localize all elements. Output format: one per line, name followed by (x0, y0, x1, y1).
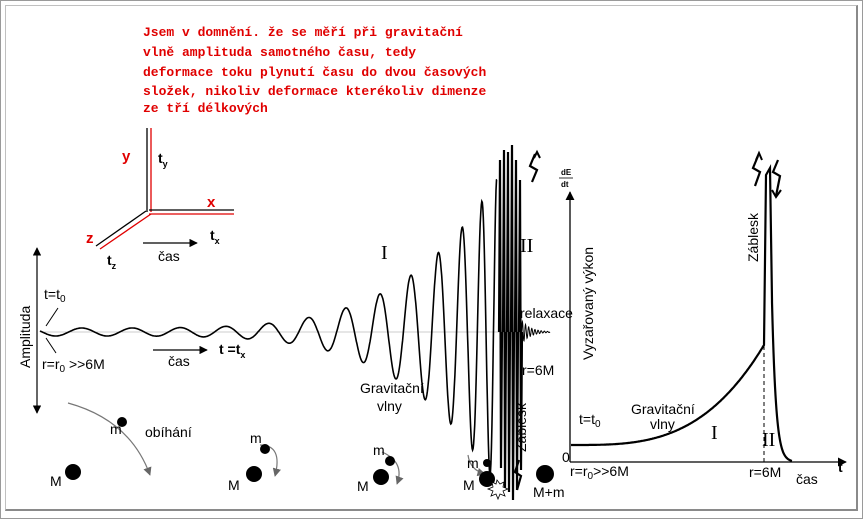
small-mass-1 (117, 417, 127, 427)
obihani-label: obíhání (145, 424, 192, 440)
gravitational-wave-curve (39, 178, 498, 475)
m-label-4: m (467, 455, 479, 471)
m-label-1: m (110, 421, 122, 437)
collision-spark-icon (486, 479, 510, 501)
axes-3d: y x z ty tx tz čas (86, 128, 234, 271)
large-mass-4 (479, 471, 495, 487)
cas-label-3d: čas (158, 248, 180, 264)
lightning-icon-top (528, 153, 539, 183)
large-mass-1 (65, 464, 81, 480)
left-plot: Amplituda t=t0 r=r0 >>6M čas t =tx I II … (17, 144, 573, 501)
lightning-icon-right-left (751, 155, 762, 187)
region-II-label-left: II (520, 235, 533, 257)
figure-inner-border (5, 5, 858, 511)
m-label-3: m (373, 442, 385, 458)
zablesk-label-left: Záblesk (513, 402, 529, 452)
M-label-3: M (357, 478, 369, 494)
axis-z-red (99, 213, 152, 250)
axis-ty-label: ty (158, 150, 168, 169)
origin-zero-label: 0 (562, 449, 570, 465)
region-I-label-left: I (381, 242, 388, 264)
t0-pointer (45, 307, 59, 327)
large-mass-3 (373, 469, 389, 485)
lightning-arrow-down-icon (771, 189, 782, 199)
note-line-5: ze tří délkových (143, 101, 268, 116)
note-line-1: Jsem v domnění. že se měří při gravitačn… (143, 25, 463, 40)
axis-x-label: x (207, 194, 216, 211)
amplitude-label: Amplituda (17, 306, 33, 368)
power-axis-label: Vyzařovaný výkon (580, 247, 596, 360)
axis-tz-label: tz (107, 252, 117, 271)
merged-mass (536, 465, 554, 483)
cas-label-left: čas (168, 353, 190, 369)
axis-z-label: z (86, 230, 94, 247)
region-II-label-right: II (762, 429, 775, 451)
relaxation-curve (519, 319, 551, 345)
axis-z-black (95, 210, 147, 247)
lightning-arrow-up-icon (533, 149, 541, 159)
r0-label: r=r0 >>6M (42, 356, 105, 375)
t-axis-label: t (838, 459, 843, 475)
note-line-3: deformace toku plynutí času do dvou časo… (143, 65, 486, 80)
power-curve (571, 163, 793, 462)
small-mass-2 (260, 444, 270, 454)
dt-label: dt (561, 180, 569, 189)
M-label-1: M (50, 473, 62, 489)
relaxace-label: relaxace (520, 305, 573, 321)
orbit-sequence: m obíhání M m M m M m M M+m (50, 402, 565, 501)
waves-label-line2-left: vlny (377, 398, 402, 414)
large-mass-2 (246, 466, 262, 482)
M-label-4: M (463, 477, 475, 493)
r6M-label-right: r=6M (749, 464, 781, 480)
burst-curve (497, 144, 524, 501)
waves-label-line1-right: Gravitační (631, 401, 695, 417)
orbit-arc-3 (381, 451, 404, 485)
t-eq-tx-label: t =tx (219, 341, 245, 360)
dE-label: dE (561, 168, 572, 177)
cas-label-right: čas (796, 471, 818, 487)
r0-label-right: r=r0>>6M (570, 463, 629, 482)
merged-mass-label: M+m (533, 484, 565, 500)
t0-label-right: t=t0 (579, 411, 601, 430)
waves-label-line2-right: vlny (650, 416, 675, 432)
small-mass-3 (385, 456, 395, 466)
lightning-icon-bottom (513, 459, 523, 491)
axis-tx-label: tx (210, 227, 220, 246)
axis-y-label: y (122, 148, 131, 165)
note-line-4: složek, nikoliv deformace kterékoliv dim… (143, 84, 486, 99)
right-plot: dE dt Vyzařovaný výkon Záblesk t=t0 Grav… (559, 150, 847, 487)
lightning-arrow-up-right-icon (755, 150, 763, 161)
small-mass-4 (483, 459, 491, 467)
t0-label: t=t0 (44, 286, 66, 305)
hypothesis-note: Jsem v domnění. že se měří při gravitačn… (143, 25, 486, 116)
r0-pointer (45, 337, 57, 354)
zablesk-label-right: Záblesk (745, 212, 761, 262)
waves-label-line1-left: Gravitační (360, 380, 424, 396)
orbit-arc-1 (67, 402, 152, 476)
M-label-2: M (228, 477, 240, 493)
m-label-2: m (250, 430, 262, 446)
region-I-label-right: I (711, 422, 718, 444)
r6M-label-left: r=6M (522, 362, 554, 378)
note-line-2: vlně amplituda samotného času, tedy (143, 45, 416, 60)
lightning-icon-right-right (771, 159, 782, 197)
